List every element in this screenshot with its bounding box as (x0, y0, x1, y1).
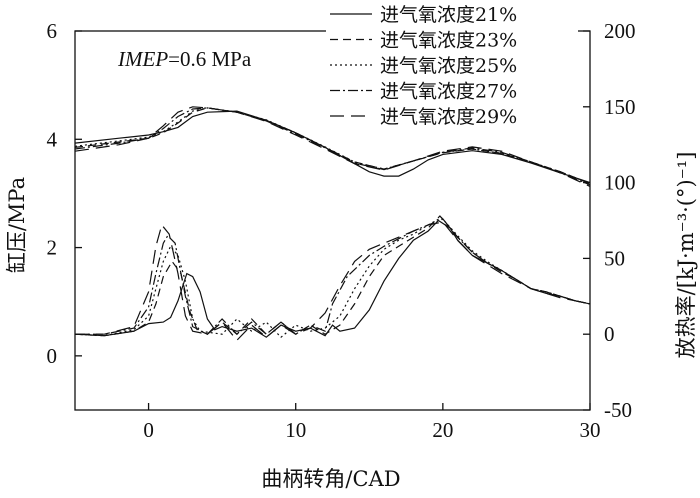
pressure-line-series-4 (74, 107, 591, 186)
right-y-tick-label: 100 (604, 171, 636, 195)
pressure-line-series-2 (74, 107, 591, 185)
pressure-line-series-5 (74, 106, 591, 187)
right-y-tick-label: 0 (604, 322, 615, 346)
right-y-axis-title: 放热率/[kJ·m⁻³·(°)⁻¹] (674, 152, 698, 359)
right-y-tick-label: 200 (604, 19, 636, 43)
left-y-tick-label: 2 (47, 236, 58, 260)
legend: 进气氧浓度21% 进气氧浓度23% 进气氧浓度25% 进气氧浓度27% 进气氧浓度29% (326, 2, 578, 128)
legend-backdrop (326, 27, 578, 52)
legend-label: 进气氧浓度23% (380, 30, 517, 52)
imep-value: =0.6 MPa (168, 47, 252, 71)
left-y-tick-label: 0 (47, 344, 58, 368)
legend-label: 进气氧浓度25% (380, 55, 517, 77)
legend-backdrop (326, 104, 578, 128)
imep-annotation: IMEP=0.6 MPa (117, 47, 252, 71)
right-y-tick-label: 50 (604, 246, 625, 270)
x-tick-label: 10 (285, 418, 306, 442)
axis-ticks: 0 10 20 30 0 2 4 6 -50 0 50 100 150 200 (47, 19, 636, 442)
legend-label: 进气氧浓度21% (380, 4, 517, 26)
x-tick-label: 30 (580, 418, 601, 442)
x-axis-title: 曲柄转角/CAD (261, 467, 400, 491)
right-y-tick-label: -50 (604, 398, 632, 422)
legend-label: 进气氧浓度29% (380, 106, 517, 128)
left-y-tick-label: 6 (47, 19, 58, 43)
heat-release-line-series-2 (74, 215, 591, 337)
left-y-axis-title: 缸压/MPa (5, 177, 29, 273)
heat-release-line-series-4 (75, 218, 591, 336)
heat-release-line-series-5 (75, 221, 591, 342)
legend-backdrop (326, 53, 578, 77)
x-tick-label: 0 (143, 418, 154, 442)
left-y-tick-label: 4 (47, 127, 58, 151)
imep-italic: IMEP (117, 47, 168, 71)
series-layer (74, 106, 591, 342)
legend-label: 进气氧浓度27% (380, 81, 517, 103)
right-y-tick-label: 150 (604, 95, 636, 119)
x-tick-label: 20 (432, 418, 453, 442)
